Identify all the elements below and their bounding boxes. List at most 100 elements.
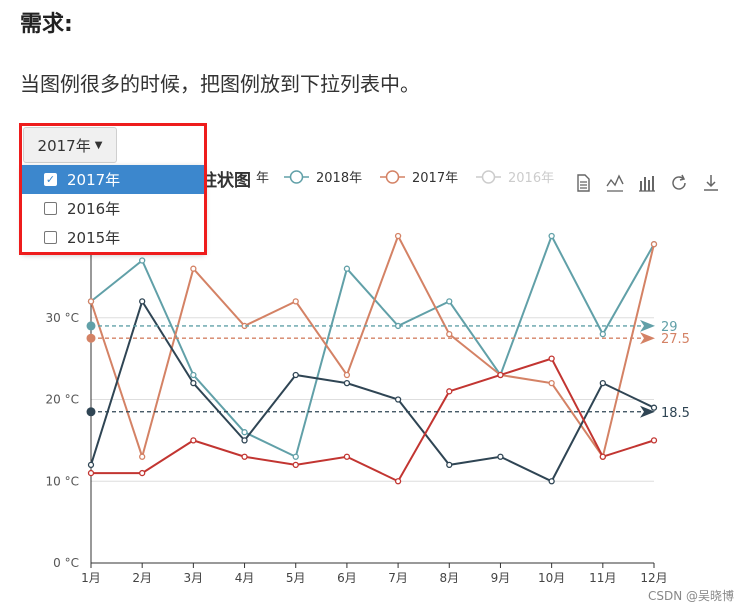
avg-line-start (86, 407, 96, 417)
x-tick-label: 11月 (589, 571, 616, 585)
restore-icon[interactable] (668, 172, 690, 194)
data-point (241, 453, 248, 460)
checkbox-icon[interactable] (44, 202, 57, 215)
requirement-text: 当图例很多的时候，把图例放到下拉列表中。 (20, 72, 420, 96)
data-point (343, 453, 351, 460)
dropdown-option-2015[interactable]: 2015年 (22, 223, 205, 252)
data-point (343, 379, 351, 387)
data-point (241, 437, 248, 444)
legend-item-label[interactable]: 2018年 (316, 171, 362, 186)
data-point (241, 429, 248, 436)
legend-dropdown-menu: ✓ 2017年 2016年 2015年 (22, 165, 205, 253)
data-point (190, 379, 197, 387)
data-point (87, 469, 95, 477)
legend-item-label[interactable]: 2016年 (508, 171, 554, 186)
data-point (139, 469, 146, 477)
x-tick-label: 12月 (640, 571, 667, 585)
data-point (497, 371, 504, 379)
x-tick-label: 9月 (491, 571, 511, 585)
data-point (650, 437, 658, 444)
data-point (446, 298, 453, 305)
data-point (548, 232, 555, 240)
data-point (394, 396, 402, 403)
dropdown-option-label: 2016年 (67, 200, 121, 218)
data-point (446, 461, 453, 469)
y-tick-label: 0 °C (53, 556, 79, 570)
data-point (139, 257, 146, 264)
data-point (292, 461, 299, 469)
checkbox-icon[interactable] (44, 231, 57, 244)
avg-arrow-icon (640, 319, 655, 332)
data-point (343, 265, 351, 272)
x-tick-label: 8月 (439, 571, 459, 585)
data-point (599, 453, 606, 460)
data-point (292, 371, 299, 379)
data-point (548, 355, 555, 362)
x-tick-label: 4月 (235, 571, 255, 585)
data-point (497, 453, 504, 460)
y-tick-label: 10 °C (46, 474, 79, 488)
data-point (87, 298, 95, 305)
dropdown-option-label: 2015年 (67, 229, 121, 247)
x-tick-label: 5月 (286, 571, 306, 585)
chart-toolbox (572, 172, 722, 194)
data-point (446, 330, 453, 338)
data-point (548, 379, 555, 387)
avg-arrow-icon (640, 332, 655, 345)
caret-down-icon: ▼ (94, 139, 103, 151)
legend-symbol-circle[interactable] (385, 170, 400, 184)
data-view-icon[interactable] (572, 172, 594, 194)
avg-label: 18.5 (661, 406, 690, 421)
legend-fragment: 年 (256, 171, 269, 186)
x-tick-label: 7月 (388, 571, 408, 585)
data-point (548, 478, 555, 485)
data-point (599, 379, 606, 387)
legend-item-label[interactable]: 2017年 (412, 171, 458, 186)
dropdown-option-2016[interactable]: 2016年 (22, 194, 205, 223)
page-heading: 需求: (20, 12, 73, 37)
data-point (394, 232, 402, 240)
x-tick-label: 3月 (184, 571, 204, 585)
data-point (292, 453, 299, 460)
series-line-2 (90, 299, 655, 483)
checkbox-checked-icon[interactable]: ✓ (44, 173, 57, 186)
legend-dropdown-button[interactable]: 2017年 ▼ (23, 127, 117, 163)
avg-line-start (86, 321, 96, 331)
data-point (190, 437, 197, 444)
avg-label: 29 (661, 320, 678, 335)
download-icon[interactable] (700, 172, 722, 194)
line-chart-icon[interactable] (604, 172, 626, 194)
data-point (139, 453, 146, 460)
series-line-1 (90, 233, 655, 461)
watermark: CSDN @吴晓博 (647, 589, 734, 603)
dropdown-option-label: 2017年 (67, 171, 121, 189)
data-point (446, 388, 453, 395)
x-tick-label: 1月 (81, 571, 101, 585)
chart-title: 柱状图 (200, 170, 251, 191)
x-tick-label: 10月 (538, 571, 565, 585)
data-point (190, 265, 197, 272)
legend-symbol-circle[interactable] (289, 170, 304, 184)
data-point (190, 371, 197, 379)
legend: 2018年 2017年 2016年 2015年 (284, 170, 554, 186)
avg-line-start (86, 333, 96, 343)
avg-arrow-icon (640, 405, 655, 418)
data-point (650, 241, 658, 248)
x-tick-label: 2月 (132, 571, 152, 585)
data-point (292, 298, 299, 305)
y-tick-label: 30 °C (46, 311, 79, 325)
data-point (343, 371, 351, 379)
series-line-0 (90, 233, 655, 459)
data-point (650, 404, 658, 411)
bar-chart-icon[interactable] (636, 172, 658, 194)
y-tick-label: 20 °C (46, 393, 79, 407)
legend-dropdown-value: 2017年 (37, 136, 91, 155)
dropdown-option-2017[interactable]: ✓ 2017年 (22, 165, 205, 194)
avg-label: 27.5 (661, 332, 690, 347)
data-point (394, 478, 402, 485)
data-point (87, 461, 95, 469)
data-point (599, 330, 606, 338)
legend-symbol-circle[interactable] (481, 170, 496, 184)
series-line-3 (91, 357, 655, 483)
